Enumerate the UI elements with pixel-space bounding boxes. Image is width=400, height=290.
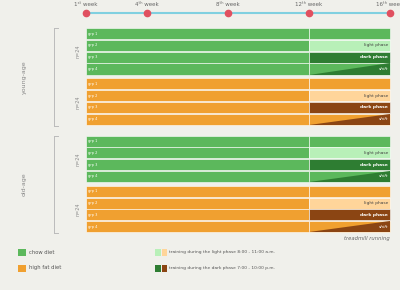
Bar [18,264,26,271]
Bar [309,90,390,101]
Text: grp 4: grp 4 [88,225,97,229]
Text: n=24: n=24 [76,152,80,166]
Text: dark phase: dark phase [360,106,388,109]
Bar [86,28,309,39]
Bar [86,40,309,51]
Bar [309,102,390,113]
Text: grp 3: grp 3 [88,106,97,109]
Text: grp 4: grp 4 [88,117,97,121]
Text: 4ᵗʰ week: 4ᵗʰ week [135,2,159,7]
Bar [86,171,309,182]
Text: treadmill running: treadmill running [344,236,390,241]
Text: old-age: old-age [22,173,26,196]
Bar [86,209,309,220]
Bar [86,52,309,63]
Text: grp 2: grp 2 [88,201,97,205]
Bar [155,249,160,255]
Text: grp 1: grp 1 [88,139,97,143]
Bar [309,197,390,209]
Bar [309,40,390,51]
Text: grp 1: grp 1 [88,189,97,193]
Text: light phase: light phase [364,94,388,98]
Text: chow diet: chow diet [29,249,54,255]
Bar [309,171,390,182]
Text: grp 2: grp 2 [88,151,97,155]
Bar [18,249,26,255]
Text: 1ˢᵗ week: 1ˢᵗ week [74,2,98,7]
Text: n=24: n=24 [76,203,80,216]
Text: grp 3: grp 3 [88,213,97,217]
Bar [86,114,309,125]
Bar [309,114,390,125]
Text: shift: shift [378,117,388,121]
Text: light phase: light phase [364,151,388,155]
Text: high fat diet: high fat diet [29,266,61,271]
Bar [309,78,390,89]
Text: grp 4: grp 4 [88,175,97,178]
Text: light phase: light phase [364,44,388,47]
Bar [86,221,309,232]
Bar [155,264,160,271]
Polygon shape [309,114,390,125]
Text: grp 2: grp 2 [88,94,97,98]
Text: 8ᵗʰ week: 8ᵗʰ week [216,2,240,7]
Text: dark phase: dark phase [360,55,388,59]
Bar [309,209,390,220]
Text: shift: shift [378,225,388,229]
Bar [309,52,390,63]
Polygon shape [309,64,390,75]
Text: dark phase: dark phase [360,213,388,217]
Bar [309,159,390,170]
Text: young-age: young-age [22,60,26,94]
Bar [86,64,309,75]
Text: grp 3: grp 3 [88,163,97,167]
Text: training during the light phase 8:00 - 11:00 a.m.: training during the light phase 8:00 - 1… [169,250,275,254]
Text: grp 4: grp 4 [88,67,97,71]
Bar [86,197,309,209]
Bar [86,90,309,101]
Polygon shape [309,171,390,182]
Text: grp 3: grp 3 [88,55,97,59]
Bar [86,135,309,147]
Text: light phase: light phase [364,201,388,205]
Polygon shape [309,221,390,232]
Text: grp 2: grp 2 [88,44,97,47]
Bar [86,186,309,197]
Text: 16ᵗʰ week: 16ᵗʰ week [376,2,400,7]
Text: shift: shift [378,67,388,71]
Bar [86,78,309,89]
Bar [86,102,309,113]
Bar [309,28,390,39]
Bar [309,147,390,158]
Bar [309,221,390,232]
Bar [162,264,167,271]
Text: grp 1: grp 1 [88,82,97,86]
Bar [162,249,167,255]
Text: n=24: n=24 [76,45,80,58]
Text: training during the dark phase 7:00 - 10:00 p.m.: training during the dark phase 7:00 - 10… [169,266,275,270]
Bar [309,186,390,197]
Bar [86,159,309,170]
Text: 12ᵗʰ week: 12ᵗʰ week [295,2,322,7]
Text: dark phase: dark phase [360,163,388,167]
Bar [86,147,309,158]
Bar [309,64,390,75]
Bar [309,135,390,147]
Text: n=24: n=24 [76,95,80,109]
Text: shift: shift [378,175,388,178]
Text: grp 1: grp 1 [88,32,97,36]
